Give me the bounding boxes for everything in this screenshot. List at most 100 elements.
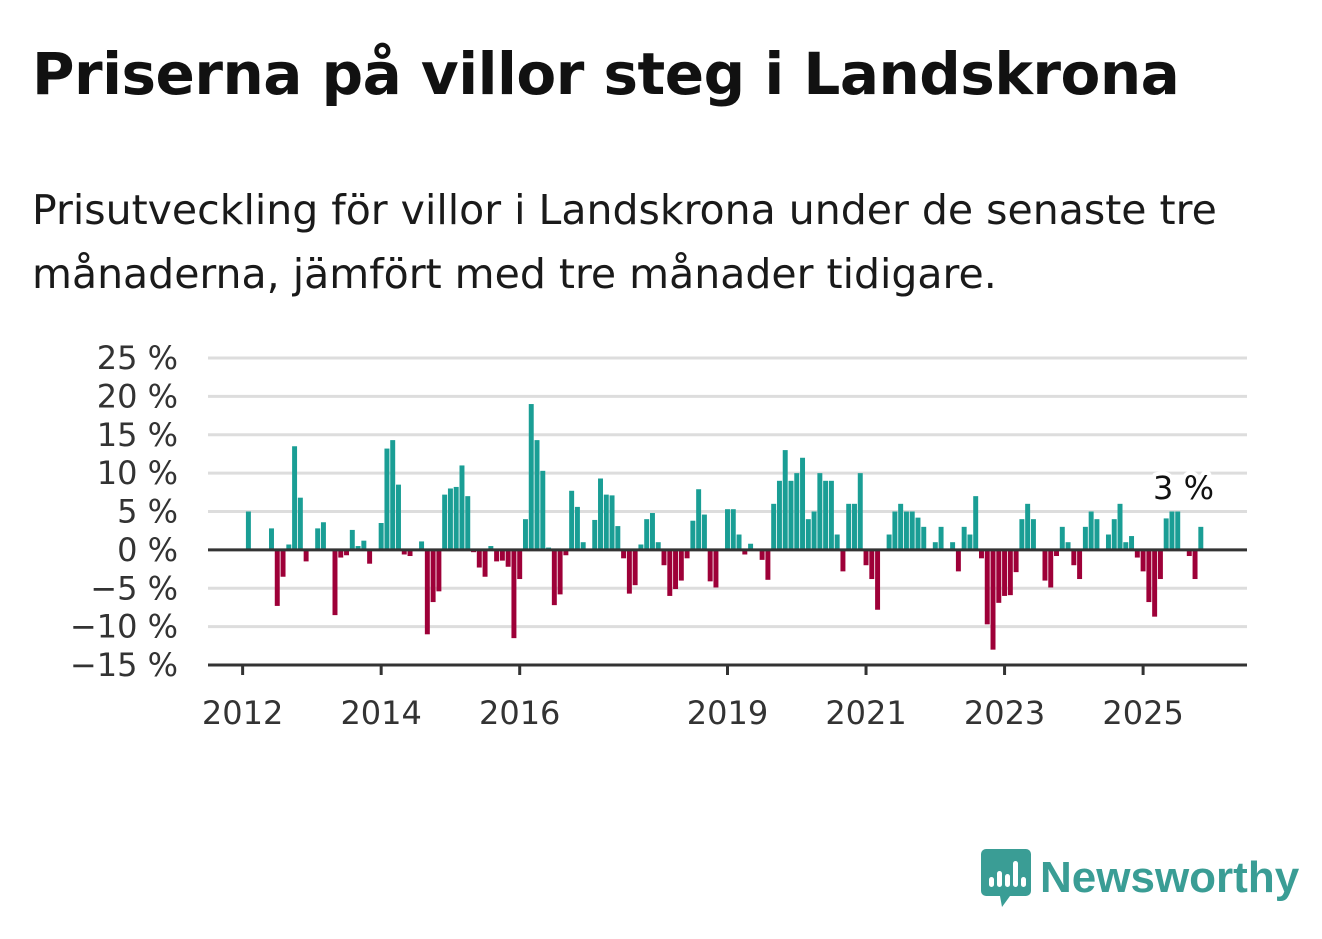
bar-negative xyxy=(551,549,557,606)
bar-positive xyxy=(915,517,921,550)
bar-positive xyxy=(903,511,909,550)
bar-positive xyxy=(378,523,384,550)
bar-positive xyxy=(522,519,528,550)
bar-negative xyxy=(505,549,511,567)
y-tick-label: 25 % xyxy=(97,339,178,377)
bar-positive xyxy=(528,404,534,550)
bar-negative xyxy=(1071,549,1077,566)
bar-negative xyxy=(1042,549,1048,581)
bar-positive xyxy=(1117,503,1123,550)
bar-negative xyxy=(1002,549,1008,596)
bar-positive xyxy=(320,522,326,550)
x-tick-label: 2021 xyxy=(825,694,906,732)
bar-positive xyxy=(771,503,777,550)
axes xyxy=(208,548,1247,675)
y-tick-label: −10 % xyxy=(70,608,178,646)
bar-negative xyxy=(344,549,350,556)
bar-positive xyxy=(782,450,788,550)
bar-negative xyxy=(984,549,990,625)
bar-positive xyxy=(898,503,904,550)
bar-positive xyxy=(534,440,540,550)
bar-negative xyxy=(996,549,1002,603)
bar-positive xyxy=(1111,519,1117,550)
bar-positive xyxy=(453,486,459,550)
chart-title: Priserna på villor steg i Landskrona xyxy=(32,40,1180,108)
bar-positive xyxy=(459,465,465,550)
bar-positive xyxy=(846,503,852,550)
bar-positive xyxy=(1025,503,1031,550)
bar-positive xyxy=(805,519,811,550)
bar-positive xyxy=(730,509,736,550)
bar-positive xyxy=(1123,542,1129,550)
bar-positive xyxy=(349,529,355,550)
bar-negative xyxy=(1013,549,1019,573)
bar-positive xyxy=(442,494,448,550)
bar-positive xyxy=(1129,536,1135,550)
bar-negative xyxy=(684,549,690,559)
bar-negative xyxy=(494,549,500,562)
bar-negative xyxy=(436,549,442,592)
bar-negative xyxy=(765,549,771,580)
bar-negative xyxy=(563,549,569,556)
bar-positive xyxy=(1065,542,1071,550)
bar-negative xyxy=(1186,549,1192,557)
bar-negative xyxy=(511,549,517,639)
bar-positive xyxy=(852,503,857,550)
bar-negative xyxy=(1146,549,1152,603)
x-tick-label: 2019 xyxy=(687,694,768,732)
bar-negative xyxy=(482,549,488,577)
bar-positive xyxy=(794,473,800,550)
bar-negative xyxy=(499,549,505,561)
bar-positive xyxy=(1082,526,1088,550)
x-tick-label: 2016 xyxy=(479,694,560,732)
bar-negative xyxy=(955,549,961,572)
bar-negative xyxy=(1077,549,1083,580)
x-tick-label: 2025 xyxy=(1102,694,1183,732)
bar-negative xyxy=(407,549,413,557)
bar-negative xyxy=(678,549,684,581)
bar-positive xyxy=(921,526,927,550)
bar-negative xyxy=(621,549,627,559)
bar-positive xyxy=(361,540,367,550)
bar-positive xyxy=(1019,519,1025,550)
bar-negative xyxy=(632,549,638,586)
bar-negative xyxy=(673,549,679,590)
y-tick-label: −5 % xyxy=(90,569,178,607)
y-tick-label: 15 % xyxy=(97,416,178,454)
bar-negative xyxy=(338,549,344,558)
bar-positive xyxy=(909,511,915,550)
bar-positive xyxy=(419,541,425,550)
bar-positive xyxy=(615,526,621,550)
y-tick-label: 0 % xyxy=(117,531,178,569)
bar-negative xyxy=(476,549,482,568)
y-tick-label: −15 % xyxy=(70,646,178,684)
bar-positive xyxy=(811,511,817,550)
bar-negative xyxy=(280,549,286,577)
annotation-label: 3 % xyxy=(1153,469,1214,507)
bar-negative xyxy=(1007,549,1013,596)
bar-negative xyxy=(430,549,436,603)
bar-positive xyxy=(644,519,650,550)
y-tick-labels: 25 %20 %15 %10 %5 %0 %−5 %−10 %−15 % xyxy=(70,339,178,684)
x-tick-label: 2023 xyxy=(964,694,1045,732)
bar-negative xyxy=(1157,549,1163,580)
bar-positive xyxy=(1105,534,1111,550)
bar-positive xyxy=(1169,511,1175,550)
chart-subtitle: Prisutveckling för villor i Landskrona u… xyxy=(32,186,1217,298)
y-tick-label: 5 % xyxy=(117,493,178,531)
bar-negative xyxy=(869,549,875,580)
bars xyxy=(245,404,1204,650)
bar-positive xyxy=(973,496,979,550)
bar-positive xyxy=(961,526,967,550)
bar-positive xyxy=(950,542,956,550)
bar-negative xyxy=(517,549,523,580)
x-tick-label: 2012 xyxy=(202,694,283,732)
bar-positive xyxy=(649,513,655,550)
bar-positive xyxy=(701,514,707,550)
bar-positive xyxy=(1088,511,1094,550)
bar-negative xyxy=(303,549,309,562)
bar-positive xyxy=(638,544,644,550)
bar-positive xyxy=(592,519,598,550)
bar-positive xyxy=(580,542,586,550)
